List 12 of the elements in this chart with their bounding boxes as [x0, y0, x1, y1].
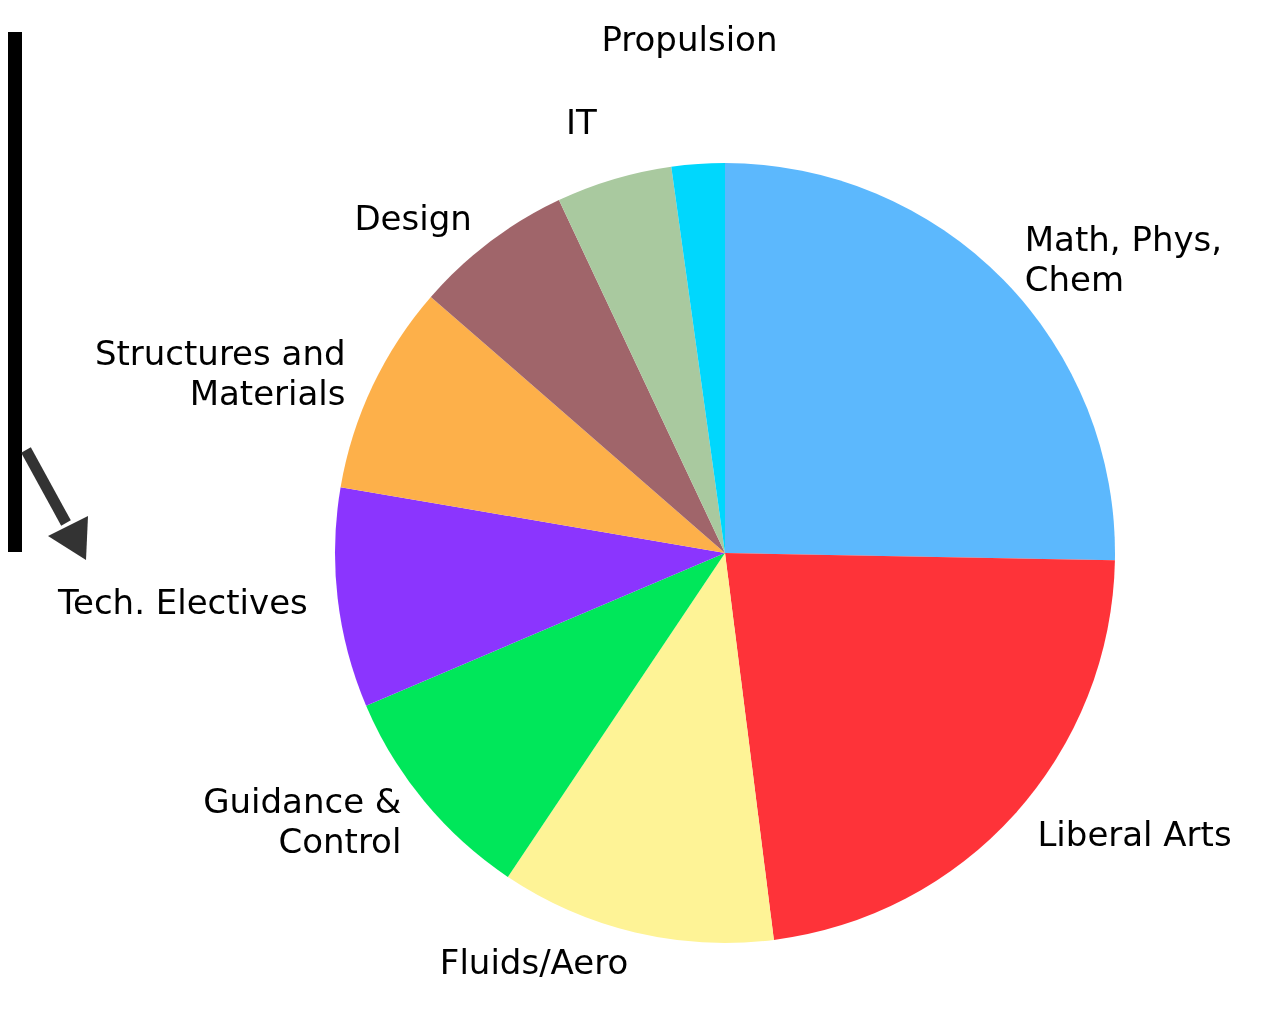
slice-label: IT — [565, 101, 597, 142]
slice-label: Guidance & Control — [203, 780, 402, 861]
slice-label: Propulsion — [601, 19, 778, 60]
slice-label: Math, Phys, Chem — [1024, 218, 1223, 299]
slice-label: Liberal Arts — [1037, 813, 1232, 854]
pie-slice — [558, 166, 725, 553]
slice-label: Fluids/Aero — [439, 941, 629, 982]
pie-slice — [507, 553, 774, 943]
slice-label: Structures and Materials — [94, 332, 346, 413]
pie-slice — [335, 487, 725, 706]
slice-label: Design — [354, 197, 472, 238]
slice-label: Tech. Electives — [56, 581, 308, 622]
